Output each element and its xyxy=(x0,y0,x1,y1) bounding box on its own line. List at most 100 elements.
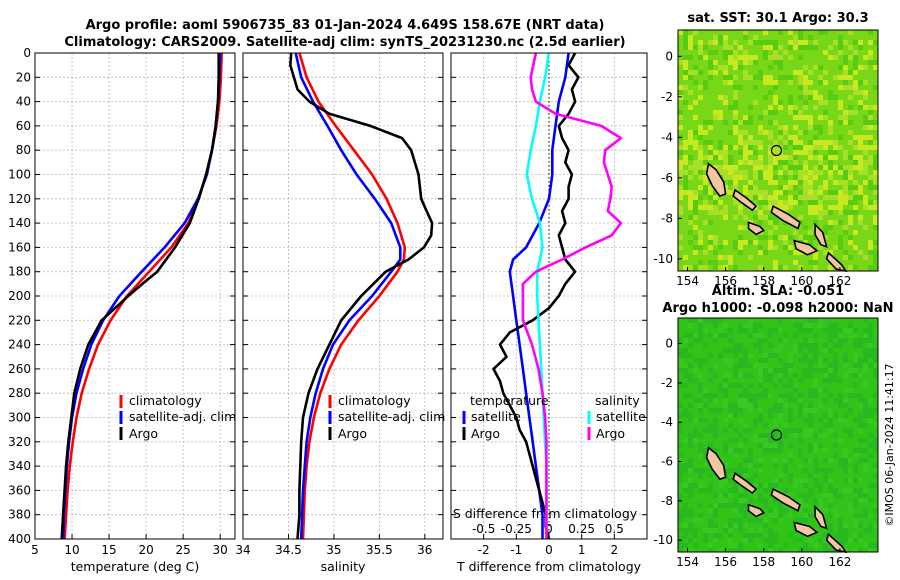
map-cell xyxy=(703,55,708,60)
map-cell xyxy=(808,150,813,155)
map-cell xyxy=(733,493,738,498)
map-cell xyxy=(748,95,753,100)
map-cell xyxy=(703,185,708,190)
map-cell xyxy=(683,508,688,513)
map-cell xyxy=(803,433,808,438)
map-cell xyxy=(853,230,858,235)
map-cell xyxy=(683,185,688,190)
map-cell xyxy=(853,255,858,260)
map-cell xyxy=(788,185,793,190)
map-cell xyxy=(798,105,803,110)
map-cell xyxy=(733,343,738,348)
map-cell xyxy=(778,130,783,135)
map-cell xyxy=(778,343,783,348)
map-cell xyxy=(793,150,798,155)
map-cell xyxy=(873,100,878,105)
map-cell xyxy=(803,318,808,323)
map-cell xyxy=(708,328,713,333)
map-cell xyxy=(708,373,713,378)
map-cell xyxy=(868,508,873,513)
map-cell xyxy=(803,333,808,338)
map-cell xyxy=(728,120,733,125)
y-tick-label: 140 xyxy=(8,216,31,230)
map-cell xyxy=(818,70,823,75)
map-cell xyxy=(678,120,683,125)
map-cell xyxy=(783,428,788,433)
map-cell xyxy=(748,528,753,533)
map-cell xyxy=(683,323,688,328)
map-cell xyxy=(868,428,873,433)
map-cell xyxy=(743,120,748,125)
map-cell xyxy=(688,130,693,135)
map-cell xyxy=(698,115,703,120)
map-cell xyxy=(728,343,733,348)
map-cell xyxy=(713,418,718,423)
map-cell xyxy=(853,265,858,270)
map-cell xyxy=(843,443,848,448)
map-cell xyxy=(708,130,713,135)
map-cell xyxy=(813,348,818,353)
map-cell xyxy=(848,448,853,453)
map-cell xyxy=(873,140,878,145)
map-cell xyxy=(748,85,753,90)
map-cell xyxy=(718,205,723,210)
map-cell xyxy=(863,225,868,230)
map-cell xyxy=(708,523,713,528)
map-cell xyxy=(873,468,878,473)
map-cell xyxy=(753,130,758,135)
map-cell xyxy=(683,388,688,393)
map-cell xyxy=(828,353,833,358)
map-cell xyxy=(693,323,698,328)
map-cell xyxy=(788,523,793,528)
map-cell xyxy=(763,493,768,498)
map-cell xyxy=(808,160,813,165)
map-cell xyxy=(743,423,748,428)
map-cell xyxy=(733,220,738,225)
map-cell xyxy=(678,338,683,343)
map-cell xyxy=(803,105,808,110)
map-cell xyxy=(768,468,773,473)
map-cell xyxy=(683,115,688,120)
map-cell xyxy=(848,433,853,438)
map-cell xyxy=(838,483,843,488)
map-cell xyxy=(853,250,858,255)
map-cell xyxy=(853,513,858,518)
map-cell xyxy=(728,30,733,35)
map-cell xyxy=(733,548,738,552)
map-cell xyxy=(808,543,813,548)
map-cell xyxy=(743,145,748,150)
map-cell xyxy=(858,175,863,180)
map-cell xyxy=(828,40,833,45)
map-cell xyxy=(838,378,843,383)
map-cell xyxy=(698,175,703,180)
map-cell xyxy=(768,140,773,145)
map-cell xyxy=(788,255,793,260)
map-cell xyxy=(773,135,778,140)
map-cell xyxy=(703,95,708,100)
map-cell xyxy=(778,543,783,548)
map-y-tick-label: -10 xyxy=(653,252,673,266)
map-cell xyxy=(703,150,708,155)
map-cell xyxy=(828,478,833,483)
map-cell xyxy=(773,90,778,95)
map-cell xyxy=(868,448,873,453)
map-cell xyxy=(803,368,808,373)
map-cell xyxy=(818,328,823,333)
map-cell xyxy=(778,353,783,358)
map-cell xyxy=(853,225,858,230)
map-cell xyxy=(768,513,773,518)
map-cell xyxy=(738,155,743,160)
map-cell xyxy=(748,30,753,35)
map-cell xyxy=(678,185,683,190)
map-cell xyxy=(698,260,703,265)
map-cell xyxy=(783,40,788,45)
map-cell xyxy=(833,488,838,493)
map-cell xyxy=(718,200,723,205)
map-cell xyxy=(758,120,763,125)
map-cell xyxy=(718,140,723,145)
map-cell xyxy=(753,100,758,105)
map-cell xyxy=(873,90,878,95)
map-cell xyxy=(738,408,743,413)
map-cell xyxy=(808,80,813,85)
map-cell xyxy=(873,513,878,518)
